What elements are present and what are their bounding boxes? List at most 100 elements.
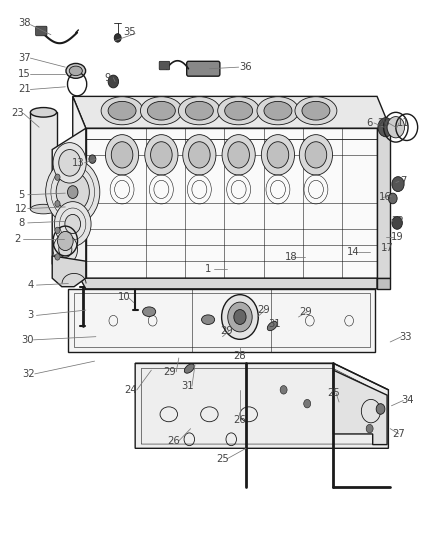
Circle shape <box>54 201 91 246</box>
Text: 9: 9 <box>105 73 111 83</box>
Text: 38: 38 <box>18 18 31 28</box>
Polygon shape <box>135 364 389 448</box>
Polygon shape <box>52 128 86 278</box>
Polygon shape <box>73 96 390 128</box>
Text: 35: 35 <box>123 27 136 37</box>
Text: 12: 12 <box>15 204 28 214</box>
Polygon shape <box>377 278 390 289</box>
Ellipse shape <box>295 96 337 125</box>
Text: 11: 11 <box>397 118 410 128</box>
Ellipse shape <box>201 315 215 325</box>
Text: 32: 32 <box>23 369 35 379</box>
Text: 28: 28 <box>233 351 246 361</box>
Ellipse shape <box>267 321 277 330</box>
Circle shape <box>222 135 255 175</box>
Text: 10: 10 <box>117 292 130 302</box>
Text: 21: 21 <box>18 84 31 94</box>
FancyBboxPatch shape <box>187 61 220 76</box>
Circle shape <box>106 135 139 175</box>
Polygon shape <box>333 370 387 445</box>
FancyBboxPatch shape <box>35 26 47 36</box>
Circle shape <box>366 424 373 433</box>
Circle shape <box>55 174 60 180</box>
Ellipse shape <box>143 307 155 317</box>
Text: 20: 20 <box>378 118 390 128</box>
Circle shape <box>53 143 86 183</box>
Ellipse shape <box>302 101 330 120</box>
Circle shape <box>108 75 119 88</box>
Text: 31: 31 <box>181 381 194 391</box>
Circle shape <box>222 295 258 340</box>
Circle shape <box>59 150 81 176</box>
Circle shape <box>304 399 311 408</box>
Ellipse shape <box>184 364 194 373</box>
Text: 6: 6 <box>367 118 373 128</box>
Ellipse shape <box>30 204 57 214</box>
Ellipse shape <box>69 66 82 76</box>
Text: 29: 29 <box>220 326 233 336</box>
Circle shape <box>65 214 81 233</box>
Text: 31: 31 <box>268 319 281 329</box>
Text: 26: 26 <box>233 415 246 425</box>
Text: 14: 14 <box>347 247 360 256</box>
Polygon shape <box>73 96 86 278</box>
Text: 34: 34 <box>401 395 414 406</box>
Circle shape <box>261 135 294 175</box>
Text: 22: 22 <box>391 216 403 227</box>
Text: 30: 30 <box>21 335 34 345</box>
Polygon shape <box>86 128 377 278</box>
Circle shape <box>389 193 397 204</box>
Text: 1: 1 <box>205 264 211 274</box>
Circle shape <box>46 159 100 225</box>
Circle shape <box>267 142 289 168</box>
Text: 25: 25 <box>327 388 340 398</box>
Circle shape <box>55 227 60 233</box>
Circle shape <box>55 200 60 207</box>
Ellipse shape <box>264 101 292 120</box>
Circle shape <box>59 241 72 257</box>
Circle shape <box>151 142 172 168</box>
Ellipse shape <box>239 304 252 314</box>
Text: 37: 37 <box>18 53 31 63</box>
Ellipse shape <box>108 101 136 120</box>
Circle shape <box>183 135 216 175</box>
Polygon shape <box>68 289 375 352</box>
Text: 33: 33 <box>399 332 412 342</box>
Ellipse shape <box>225 101 253 120</box>
Circle shape <box>299 135 332 175</box>
Text: 4: 4 <box>27 280 34 290</box>
Polygon shape <box>73 255 377 289</box>
Text: 25: 25 <box>216 454 229 464</box>
Ellipse shape <box>218 96 260 125</box>
Polygon shape <box>30 112 57 209</box>
Circle shape <box>114 34 121 42</box>
Ellipse shape <box>185 101 213 120</box>
Ellipse shape <box>178 96 220 125</box>
FancyBboxPatch shape <box>159 61 170 70</box>
Circle shape <box>378 118 394 137</box>
Ellipse shape <box>66 63 85 78</box>
Circle shape <box>280 385 287 394</box>
Text: 23: 23 <box>11 108 24 118</box>
Text: 24: 24 <box>124 385 137 395</box>
Circle shape <box>145 135 178 175</box>
Circle shape <box>53 235 78 264</box>
Text: 26: 26 <box>167 436 180 446</box>
Text: 7: 7 <box>400 176 406 187</box>
Polygon shape <box>52 256 86 287</box>
Circle shape <box>305 142 327 168</box>
Circle shape <box>228 302 252 332</box>
Ellipse shape <box>30 108 57 117</box>
Text: 29: 29 <box>299 306 312 317</box>
Text: 5: 5 <box>18 190 25 200</box>
Text: 18: 18 <box>285 252 297 262</box>
Text: 16: 16 <box>378 192 391 203</box>
Circle shape <box>228 142 249 168</box>
Text: 3: 3 <box>27 310 34 320</box>
Circle shape <box>55 254 60 260</box>
Circle shape <box>189 142 210 168</box>
Text: 8: 8 <box>18 218 25 228</box>
Ellipse shape <box>141 96 182 125</box>
Circle shape <box>111 142 133 168</box>
Polygon shape <box>377 128 390 278</box>
